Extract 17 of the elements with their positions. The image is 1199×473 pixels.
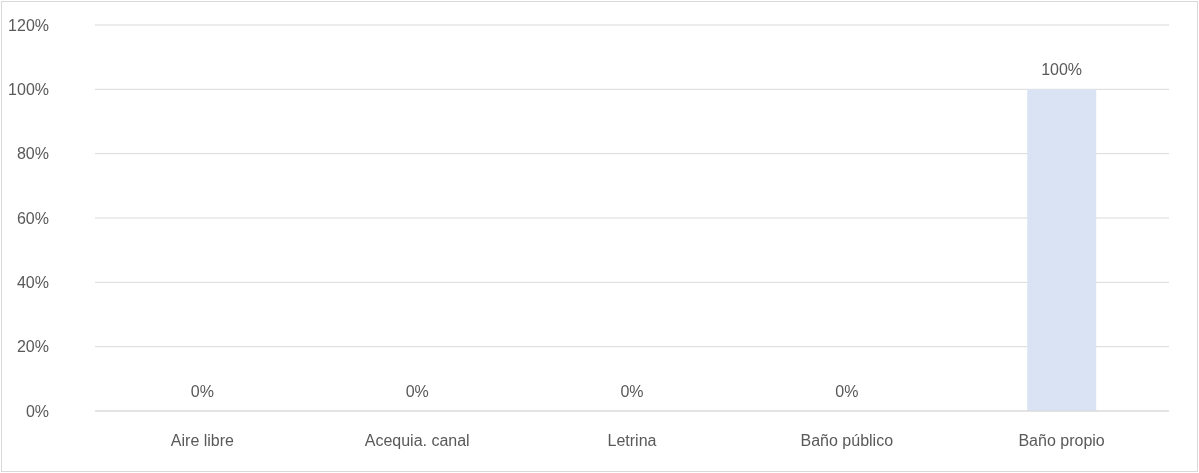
data-label: 0%: [190, 383, 214, 400]
y-tick-label: 80%: [16, 145, 49, 163]
y-tick-label: 120%: [8, 16, 49, 34]
x-tick-label: Baño propio: [1018, 432, 1105, 450]
x-tick-label: Aire libre: [170, 432, 235, 450]
y-tick-label: 100%: [8, 81, 49, 99]
data-label: 0%: [405, 383, 429, 400]
y-tick-label: 0%: [25, 402, 49, 420]
x-tick-label: Baño público: [800, 432, 894, 450]
y-tick-label: 20%: [16, 338, 49, 356]
y-tick-label: 60%: [16, 209, 49, 227]
x-tick-label: Acequia. canal: [364, 432, 470, 450]
data-label: 0%: [835, 383, 859, 400]
x-tick-label: Letrina: [607, 432, 657, 450]
data-label: 0%: [620, 383, 644, 400]
y-tick-label: 40%: [16, 274, 49, 292]
data-label: 100%: [1041, 61, 1083, 79]
